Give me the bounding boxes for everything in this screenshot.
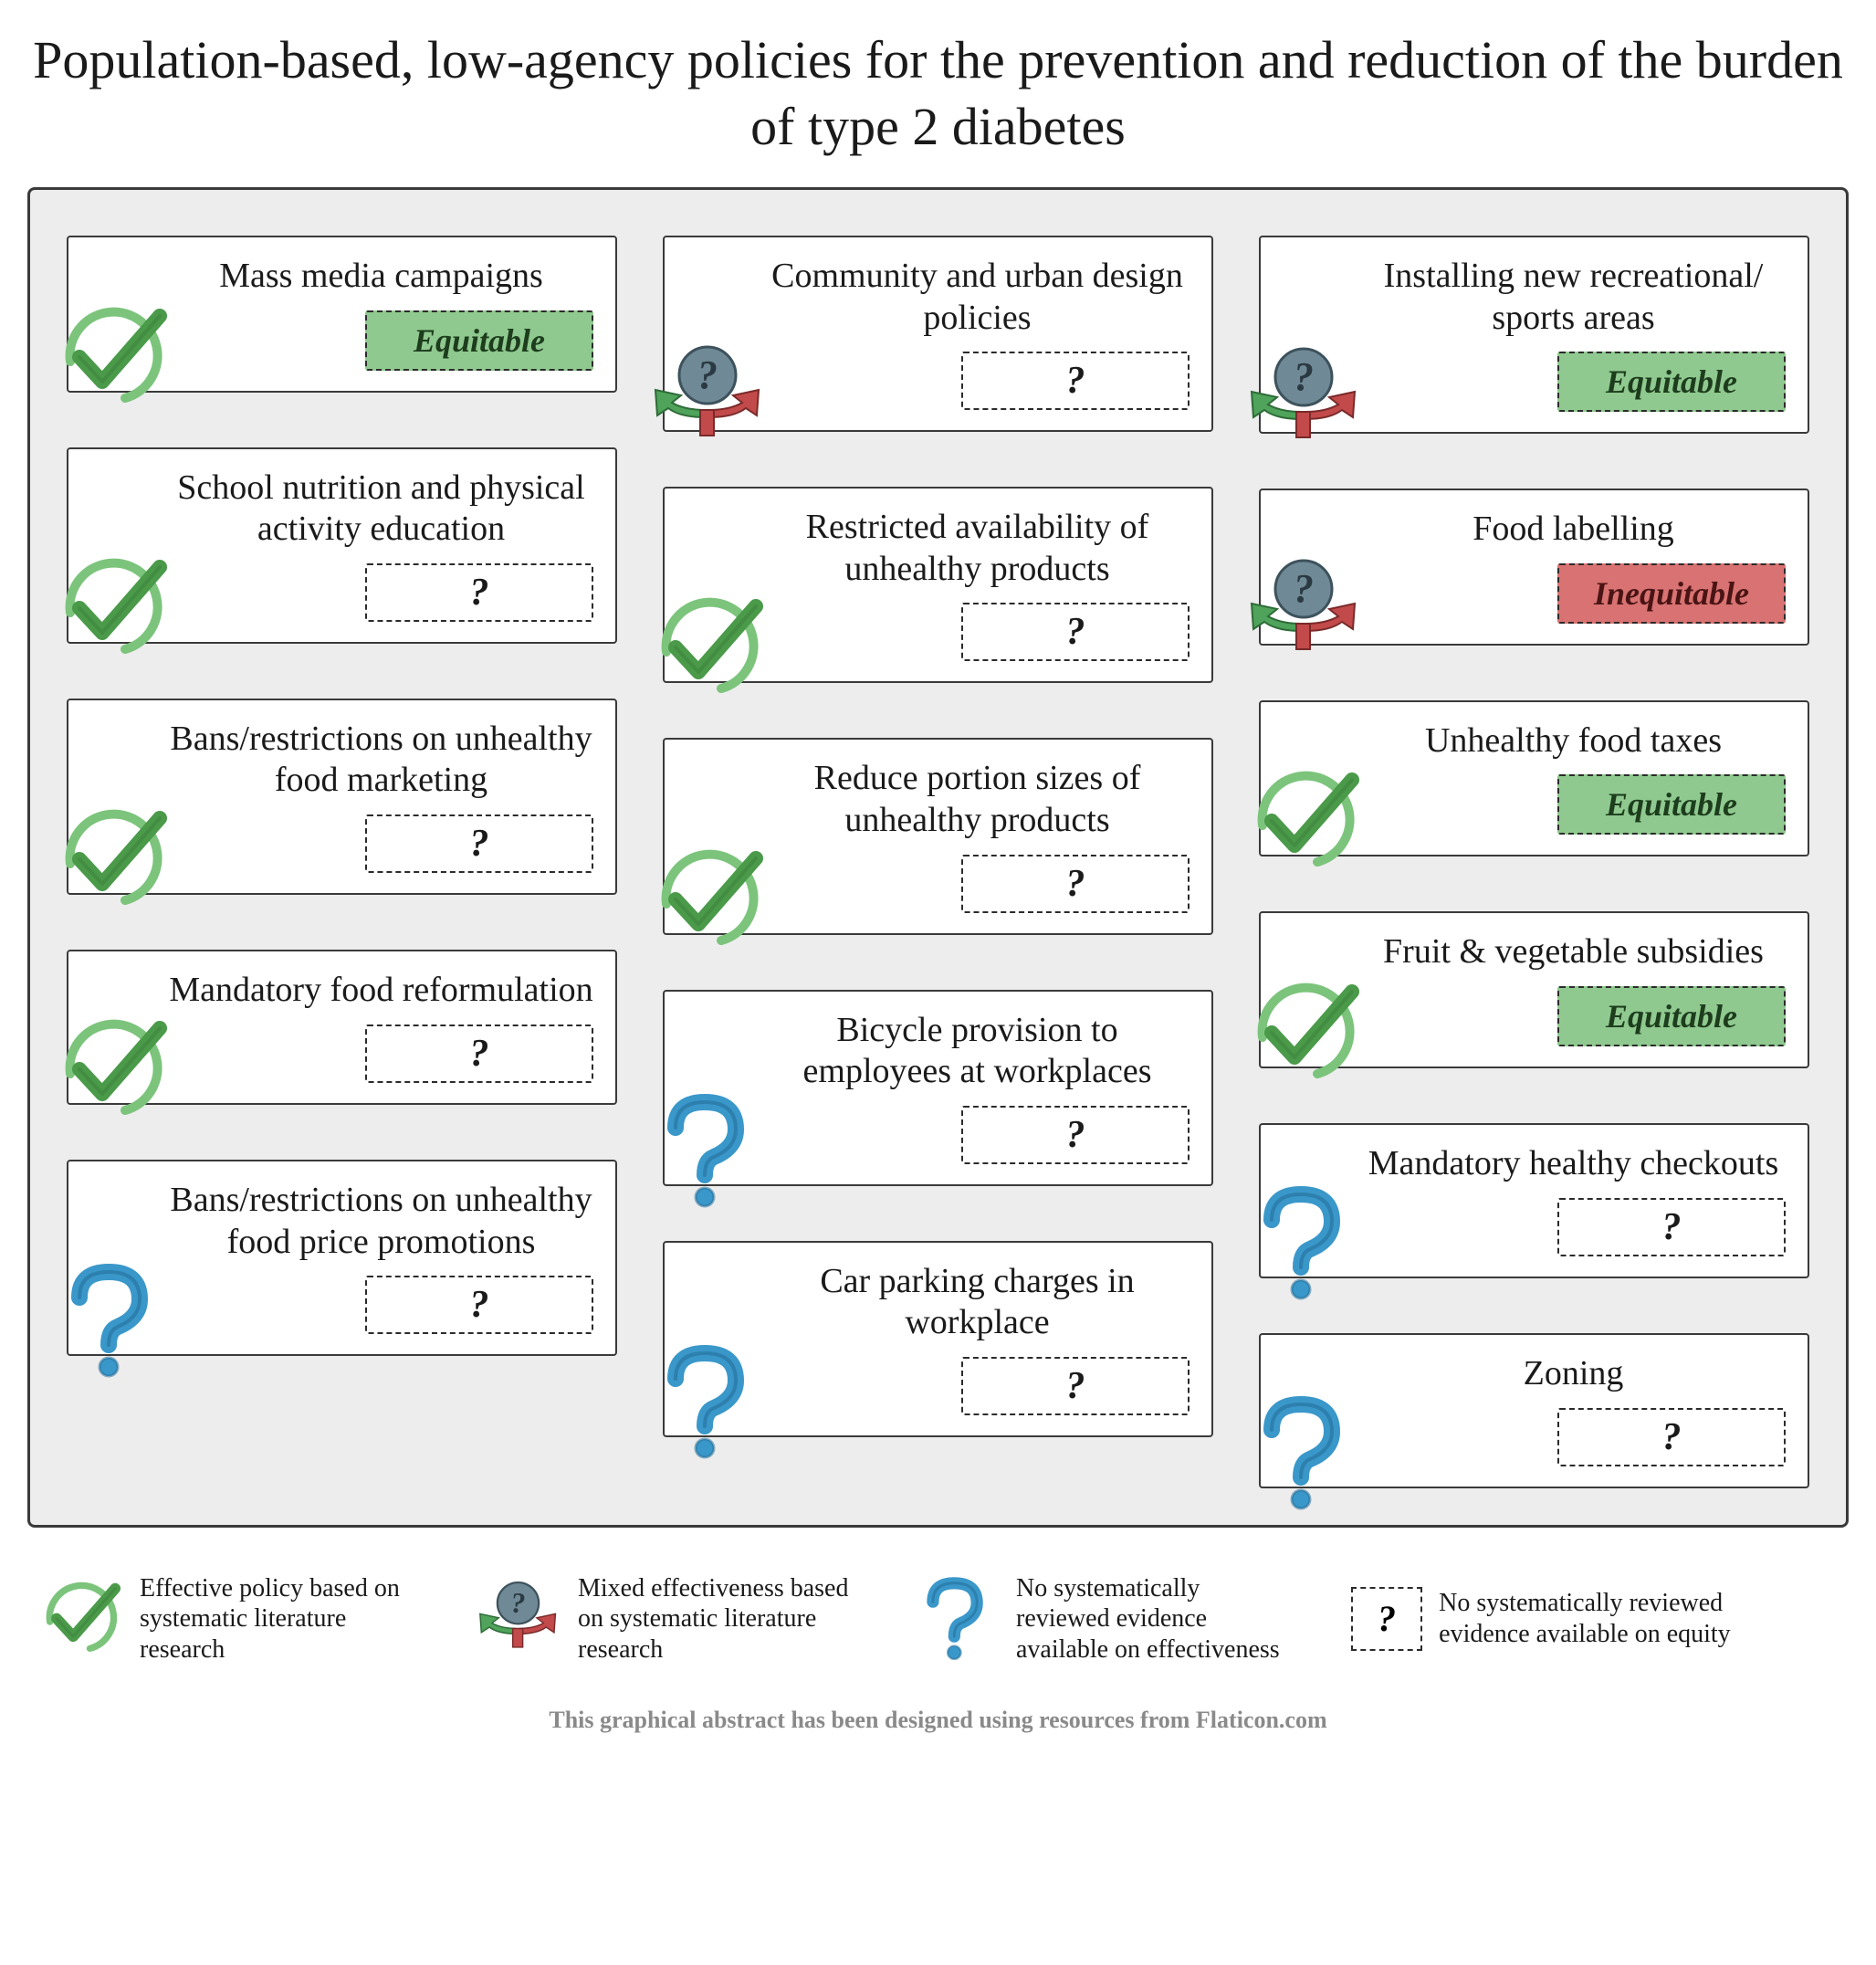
legend-item: Mixed effectiveness based on systematic … (475, 1573, 858, 1666)
equity-badge: Inequitable (1557, 563, 1786, 624)
effective-icon (52, 800, 171, 919)
no_evidence-icon (648, 1091, 767, 1210)
mixed-icon (475, 1575, 561, 1662)
card-title: Mass media campaigns (169, 256, 593, 298)
legend-item: No systematically reviewed evidence avai… (913, 1573, 1296, 1666)
column-2: Community and urban design policies ? Re… (663, 236, 1213, 1488)
effective-icon (1244, 973, 1363, 1092)
no_evidence-icon (648, 1342, 767, 1461)
legend-text: Effective policy based on systematic lit… (140, 1573, 420, 1666)
policy-card: Mandatory food reformulation ? (67, 950, 617, 1105)
card-grid: Mass media campaigns Equitable School nu… (67, 236, 1809, 1488)
card-title: Car parking charges in workplace (765, 1261, 1190, 1344)
equity-badge: ? (1557, 1198, 1786, 1256)
equity-badge: ? (365, 1276, 593, 1334)
policy-card: Community and urban design policies ? (663, 236, 1213, 432)
policy-card: Mass media campaigns Equitable (67, 236, 617, 393)
policy-card: Car parking charges in workplace ? (663, 1241, 1213, 1437)
legend-text: Mixed effectiveness based on systematic … (578, 1573, 858, 1666)
column-3: Installing new recreational/ sports area… (1259, 236, 1809, 1488)
card-title: Bans/restrictions on unhealthy food mark… (169, 719, 593, 802)
equity-badge: Equitable (1557, 986, 1786, 1046)
policy-card: School nutrition and physical activity e… (67, 447, 617, 644)
card-title: Bans/restrictions on unhealthy food pric… (169, 1180, 593, 1263)
card-title: Community and urban design policies (765, 256, 1190, 339)
legend-item: Effective policy based on systematic lit… (37, 1573, 420, 1666)
page-title: Population-based, low-agency policies fo… (27, 27, 1849, 160)
equity-badge: Equitable (365, 310, 593, 371)
attribution-text: This graphical abstract has been designe… (27, 1707, 1849, 1734)
equity-badge: Equitable (1557, 774, 1786, 835)
card-title: Reduce portion sizes of unhealthy produc… (765, 758, 1190, 841)
effective-icon (648, 588, 767, 707)
effective-icon (52, 298, 171, 416)
mixed-icon (1244, 551, 1363, 669)
equity-badge: ? (961, 855, 1190, 913)
legend-item: ? No systematically reviewed evidence av… (1351, 1587, 1735, 1651)
card-title: Fruit & vegetable subsidies (1361, 931, 1786, 973)
policy-card: Food labelling Inequitable (1259, 489, 1809, 646)
card-title: School nutrition and physical activity e… (169, 468, 593, 551)
mixed-icon (1244, 339, 1363, 457)
equity-badge: ? (365, 814, 593, 873)
effective-icon (52, 1010, 171, 1129)
no_evidence-icon (52, 1261, 171, 1380)
policy-card: Fruit & vegetable subsidies Equitable (1259, 911, 1809, 1068)
card-title: Unhealthy food taxes (1361, 720, 1786, 762)
equity-badge: ? (365, 563, 593, 622)
policy-card: Zoning ? (1259, 1333, 1809, 1488)
policy-card: Mandatory healthy checkouts ? (1259, 1123, 1809, 1278)
policy-card: Reduce portion sizes of unhealthy produc… (663, 738, 1213, 934)
card-title: Food labelling (1361, 509, 1786, 551)
legend: Effective policy based on systematic lit… (27, 1564, 1849, 1666)
card-title: Mandatory healthy checkouts (1361, 1143, 1786, 1185)
legend-text: No systematically reviewed evidence avai… (1439, 1588, 1735, 1649)
card-title: Installing new recreational/ sports area… (1361, 256, 1786, 339)
equity-badge: ? (961, 1357, 1190, 1415)
card-title: Restricted availability of unhealthy pro… (765, 507, 1190, 590)
equity-badge: ? (961, 352, 1190, 410)
policy-card: Installing new recreational/ sports area… (1259, 236, 1809, 434)
policy-card: Bicycle provision to employees at workpl… (663, 990, 1213, 1186)
policy-card: Bans/restrictions on unhealthy food pric… (67, 1160, 617, 1356)
policy-card: Restricted availability of unhealthy pro… (663, 487, 1213, 683)
legend-text: No systematically reviewed evidence avai… (1016, 1573, 1296, 1666)
equity-badge: ? (365, 1025, 593, 1083)
no_evidence-icon (1244, 1183, 1363, 1302)
main-frame: Mass media campaigns Equitable School nu… (27, 187, 1849, 1528)
unknown-badge-icon: ? (1351, 1587, 1422, 1651)
effective-icon (37, 1575, 123, 1662)
equity-badge: Equitable (1557, 352, 1786, 412)
card-title: Bicycle provision to employees at workpl… (765, 1010, 1190, 1093)
mixed-icon (648, 337, 767, 456)
no_evidence-icon (1244, 1393, 1363, 1512)
equity-badge: ? (961, 603, 1190, 661)
policy-card: Unhealthy food taxes Equitable (1259, 700, 1809, 857)
equity-badge: ? (1557, 1408, 1786, 1466)
card-title: Mandatory food reformulation (169, 970, 593, 1012)
equity-badge: ? (961, 1106, 1190, 1164)
column-1: Mass media campaigns Equitable School nu… (67, 236, 617, 1488)
no_evidence-icon (913, 1575, 1000, 1662)
effective-icon (648, 840, 767, 959)
policy-card: Bans/restrictions on unhealthy food mark… (67, 699, 617, 895)
effective-icon (52, 549, 171, 667)
effective-icon (1244, 762, 1363, 880)
card-title: Zoning (1361, 1353, 1786, 1395)
